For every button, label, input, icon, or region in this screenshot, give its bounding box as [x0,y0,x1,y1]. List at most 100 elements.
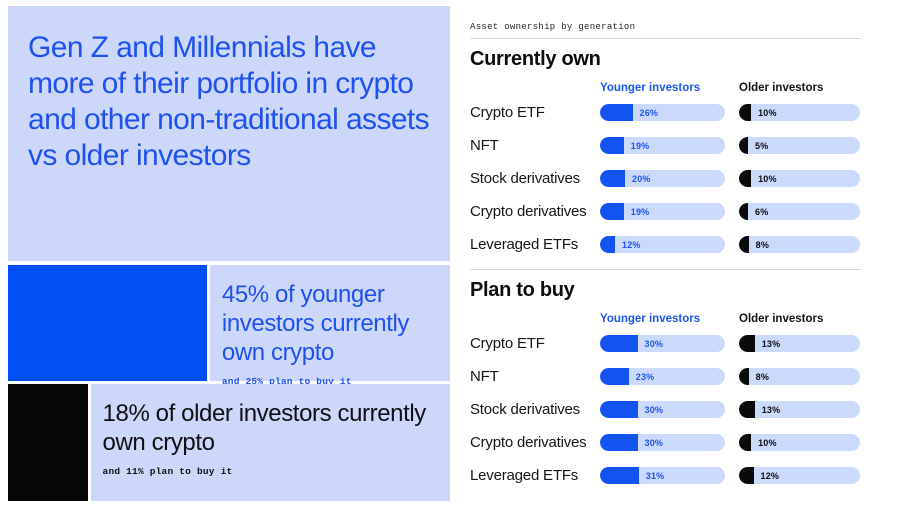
older-callout-note: and 11% plan to buy it [102,466,233,477]
divider-middle [470,269,861,270]
younger-callout-note: and 25% plan to buy it [221,376,352,387]
younger-bar-fill [600,236,615,253]
older-bar-value: 12% [760,470,780,481]
chart-row: Crypto ETF 26% 10% [470,104,861,121]
headline-text: Gen Z and Millennials have more of their… [28,31,430,172]
younger-bar-fill [600,170,625,187]
younger-callout-row: 45% of younger investors currently own c… [8,265,450,387]
older-bar-track: 13% [739,335,860,352]
section-title-currently-own: Currently own [470,48,601,70]
younger-bar-fill [600,467,639,484]
younger-bar-track: 30% [600,401,725,418]
younger-bar-fill [600,104,633,121]
older-bar-fill [739,467,754,484]
older-bar-fill [739,236,749,253]
younger-bar-value: 30% [644,437,664,448]
younger-bar-track: 19% [600,203,725,220]
legend-spacer [470,312,600,326]
older-bar-track: 12% [739,467,860,484]
younger-bar-value: 20% [632,173,651,184]
older-bar-value: 10% [758,437,777,448]
older-bar-fill [739,170,752,187]
chart-row: Crypto derivatives 30% 10% [470,434,861,451]
older-bar-value: 8% [755,239,770,250]
younger-callout-panel: 45% of younger investors currently own c… [209,265,450,387]
category-label: Leveraged ETFs [470,236,579,253]
older-bar-track: 5% [739,137,860,154]
category-label: Stock derivatives [470,401,580,418]
currently-own-rows: Crypto ETF 26% 10% NFT 19% 5% Stock derivative… [470,104,861,253]
chart-row: Leveraged ETFs 12% 8% [470,236,861,253]
dashboard-eyebrow: Asset ownership by generation [470,22,636,32]
older-callout-row: 18% of older investors currently own cry… [8,384,450,501]
younger-bar-value: 31% [645,470,665,481]
older-bar-fill [739,368,749,385]
older-bar-value: 10% [758,107,777,118]
chart-row: Crypto derivatives 19% 6% [470,203,861,220]
category-label: Crypto derivatives [470,203,587,220]
younger-bar-value: 12% [622,239,641,250]
chart-row: Stock derivatives 30% 13% [470,401,861,418]
older-bar-track: 6% [739,203,860,220]
older-investors-header: Older investors [739,313,824,325]
younger-bar-track: 12% [600,236,725,253]
older-bar-value: 6% [755,206,769,217]
older-bar-fill [739,434,752,451]
younger-bar-track: 30% [600,434,725,451]
plan-to-buy-rows: Crypto ETF 30% 13% NFT 23% 8% Stock derivative… [470,335,861,484]
younger-investors-header: Younger investors [600,313,701,325]
older-callout-panel: 18% of older investors currently own cry… [90,384,450,501]
older-bar-fill [739,137,748,154]
younger-callout-stat: 45% of younger investors currently own c… [221,281,410,366]
older-share-block [8,384,88,501]
older-bar-fill [739,335,755,352]
younger-bar-fill [600,203,624,220]
older-bar-fill [739,401,755,418]
category-label: NFT [470,368,499,385]
divider-top [470,38,861,39]
chart-row: Leveraged ETFs 31% 12% [470,467,861,484]
legend-spacer [470,81,600,95]
older-bar-track: 10% [739,434,860,451]
headline-panel: Gen Z and Millennials have more of their… [8,6,450,261]
older-bar-value: 13% [761,404,781,415]
chart-row: Stock derivatives 20% 10% [470,170,861,187]
category-label: Crypto derivatives [470,434,587,451]
younger-bar-track: 31% [600,467,725,484]
younger-bar-fill [600,368,629,385]
younger-bar-value: 19% [630,140,650,151]
category-label: Leveraged ETFs [470,467,579,484]
older-bar-fill [739,203,748,220]
older-bar-value: 8% [755,371,770,382]
older-bar-fill [739,104,752,121]
younger-bar-track: 30% [600,335,725,352]
younger-bar-fill [600,401,638,418]
younger-bar-fill [600,335,638,352]
left-collage: Gen Z and Millennials have more of their… [8,6,450,502]
older-bar-value: 13% [761,338,781,349]
category-label: Crypto ETF [470,335,545,352]
younger-bar-value: 19% [630,206,650,217]
chart-dashboard: Asset ownership by generation Currently … [470,16,861,500]
younger-bar-fill [600,434,638,451]
older-bar-track: 10% [739,104,860,121]
chart-row: NFT 23% 8% [470,368,861,385]
younger-investors-header: Younger investors [600,82,701,94]
younger-bar-fill [600,137,624,154]
column-headers: Younger investors Older investors [470,81,861,95]
category-label: NFT [470,137,499,154]
chart-row: NFT 19% 5% [470,137,861,154]
chart-row: Crypto ETF 30% 13% [470,335,861,352]
younger-bar-track: 23% [600,368,725,385]
older-bar-track: 13% [739,401,860,418]
older-bar-track: 10% [739,170,860,187]
section-currently-own: Currently own Younger investors Older in… [470,47,861,253]
younger-bar-track: 19% [600,137,725,154]
younger-bar-value: 23% [635,371,655,382]
column-headers: Younger investors Older investors [470,312,861,326]
younger-share-block [8,265,207,381]
older-bar-track: 8% [739,368,860,385]
older-bar-track: 8% [739,236,860,253]
category-label: Crypto ETF [470,104,545,121]
